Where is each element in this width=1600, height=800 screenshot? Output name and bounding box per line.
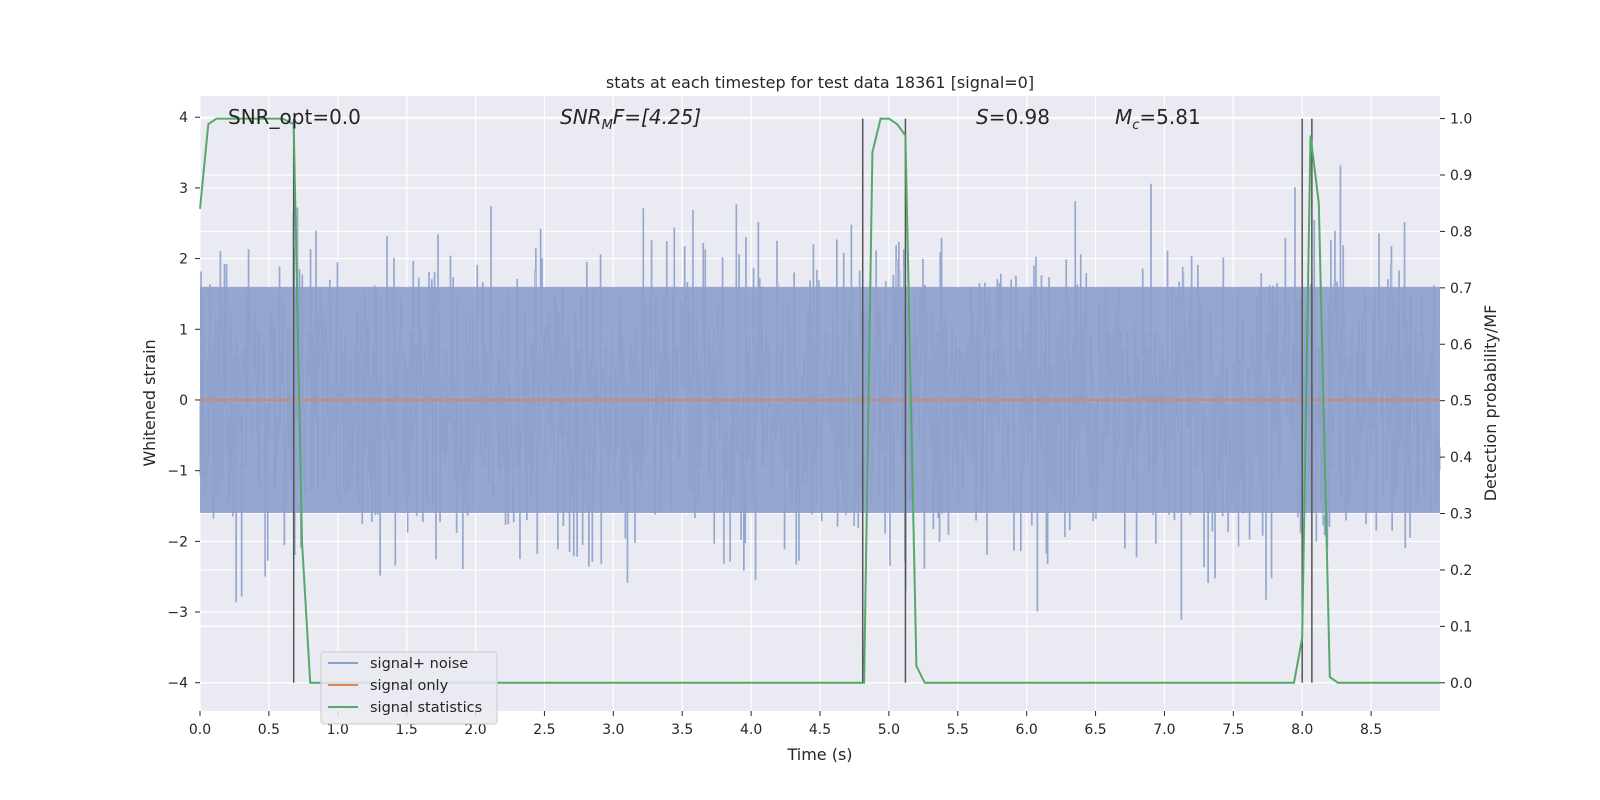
x-tick-label: 5.0 xyxy=(878,722,900,738)
annotation-mc-sub: c xyxy=(1132,118,1139,133)
annotation-snr-mf-sub: M xyxy=(602,118,613,133)
annotation-s: S=0.98 xyxy=(976,105,1050,129)
y-right-tick-label: 0.1 xyxy=(1450,619,1472,635)
y-right-tick-label: 0.3 xyxy=(1450,507,1472,523)
y-right-tick-label: 0.6 xyxy=(1450,337,1472,353)
y-tick-label: −3 xyxy=(167,605,188,621)
y-tick-label: 3 xyxy=(179,181,188,197)
legend-label-signal-statistics: signal statistics xyxy=(370,700,482,716)
x-tick-label: 6.0 xyxy=(1016,722,1038,738)
x-tick-label: 2.5 xyxy=(533,722,555,738)
y-right-tick-label: 0.0 xyxy=(1450,676,1472,692)
y-axis-label: Whitened strain xyxy=(140,339,159,466)
x-tick-label: 0.0 xyxy=(189,722,211,738)
x-tick-label: 3.0 xyxy=(602,722,624,738)
x-tick-label: 4.5 xyxy=(809,722,831,738)
x-tick-label: 8.5 xyxy=(1360,722,1382,738)
annotation-snr-mf: SNRMF=[4.25] xyxy=(560,105,701,133)
x-tick-label: 4.0 xyxy=(740,722,762,738)
legend-label-signal-noise: signal+ noise xyxy=(370,656,468,672)
y-axis-right-label: Detection probability/MF xyxy=(1481,305,1500,502)
legend: signal+ noise signal only signal statist… xyxy=(320,651,498,725)
x-tick-label: 7.0 xyxy=(1153,722,1175,738)
y-right-tick-label: 0.5 xyxy=(1450,394,1472,410)
y-tick-label: 0 xyxy=(179,393,188,409)
y-right-tick-label: 0.8 xyxy=(1450,224,1472,240)
y-right-tick-label: 0.4 xyxy=(1450,450,1472,466)
x-axis-label: Time (s) xyxy=(786,745,852,764)
annotation-s-value: =0.98 xyxy=(989,105,1050,129)
signal-statistics-line xyxy=(199,117,1440,684)
y-tick-label: −1 xyxy=(167,464,188,480)
annotation-s-symbol: S xyxy=(976,105,989,129)
annotation-snr-mf-main: SNR xyxy=(560,105,602,129)
x-tick-label: 5.5 xyxy=(947,722,969,738)
x-tick-label: 3.5 xyxy=(671,722,693,738)
annotation-snr-opt: SNR_opt=0.0 xyxy=(228,105,361,129)
annotation-mc: Mc=5.81 xyxy=(1115,105,1201,133)
annotation-mc-symbol: M xyxy=(1115,105,1132,129)
y-tick-label: 1 xyxy=(179,322,188,338)
y-tick-label: 4 xyxy=(179,110,188,126)
x-tick-label: 0.5 xyxy=(258,722,280,738)
x-tick-label: 2.0 xyxy=(464,722,486,738)
y-tick-label: 2 xyxy=(179,252,188,268)
y-right-tick-label: 0.9 xyxy=(1450,168,1472,184)
legend-box xyxy=(320,651,498,725)
annotation-snr-mf-tail: F=[4.25] xyxy=(613,105,701,129)
y-tick-label: −4 xyxy=(167,676,188,692)
x-tick-label: 7.5 xyxy=(1222,722,1244,738)
x-tick-label: 8.0 xyxy=(1291,722,1313,738)
x-tick-label: 1.5 xyxy=(396,722,418,738)
y-right-tick-label: 1.0 xyxy=(1450,112,1472,128)
y-tick-label: −2 xyxy=(167,534,188,550)
axis-ticks: 0.0 0.5 1.0 1.5 2.0 2.5 3.0 3.5 4.0 4.5 5.0 5.5 6.0 6… xyxy=(167,110,1472,738)
x-tick-label: 6.5 xyxy=(1084,722,1106,738)
noise-trace xyxy=(199,165,1441,620)
series-signal-statistics xyxy=(199,117,1440,684)
y-right-tick-label: 0.2 xyxy=(1450,563,1472,579)
annotation-mc-value: =5.81 xyxy=(1139,105,1200,129)
chart-title: stats at each timestep for test data 183… xyxy=(606,73,1034,92)
x-tick-label: 1.0 xyxy=(327,722,349,738)
y-right-tick-label: 0.7 xyxy=(1450,281,1472,297)
legend-label-signal-only: signal only xyxy=(370,678,449,694)
